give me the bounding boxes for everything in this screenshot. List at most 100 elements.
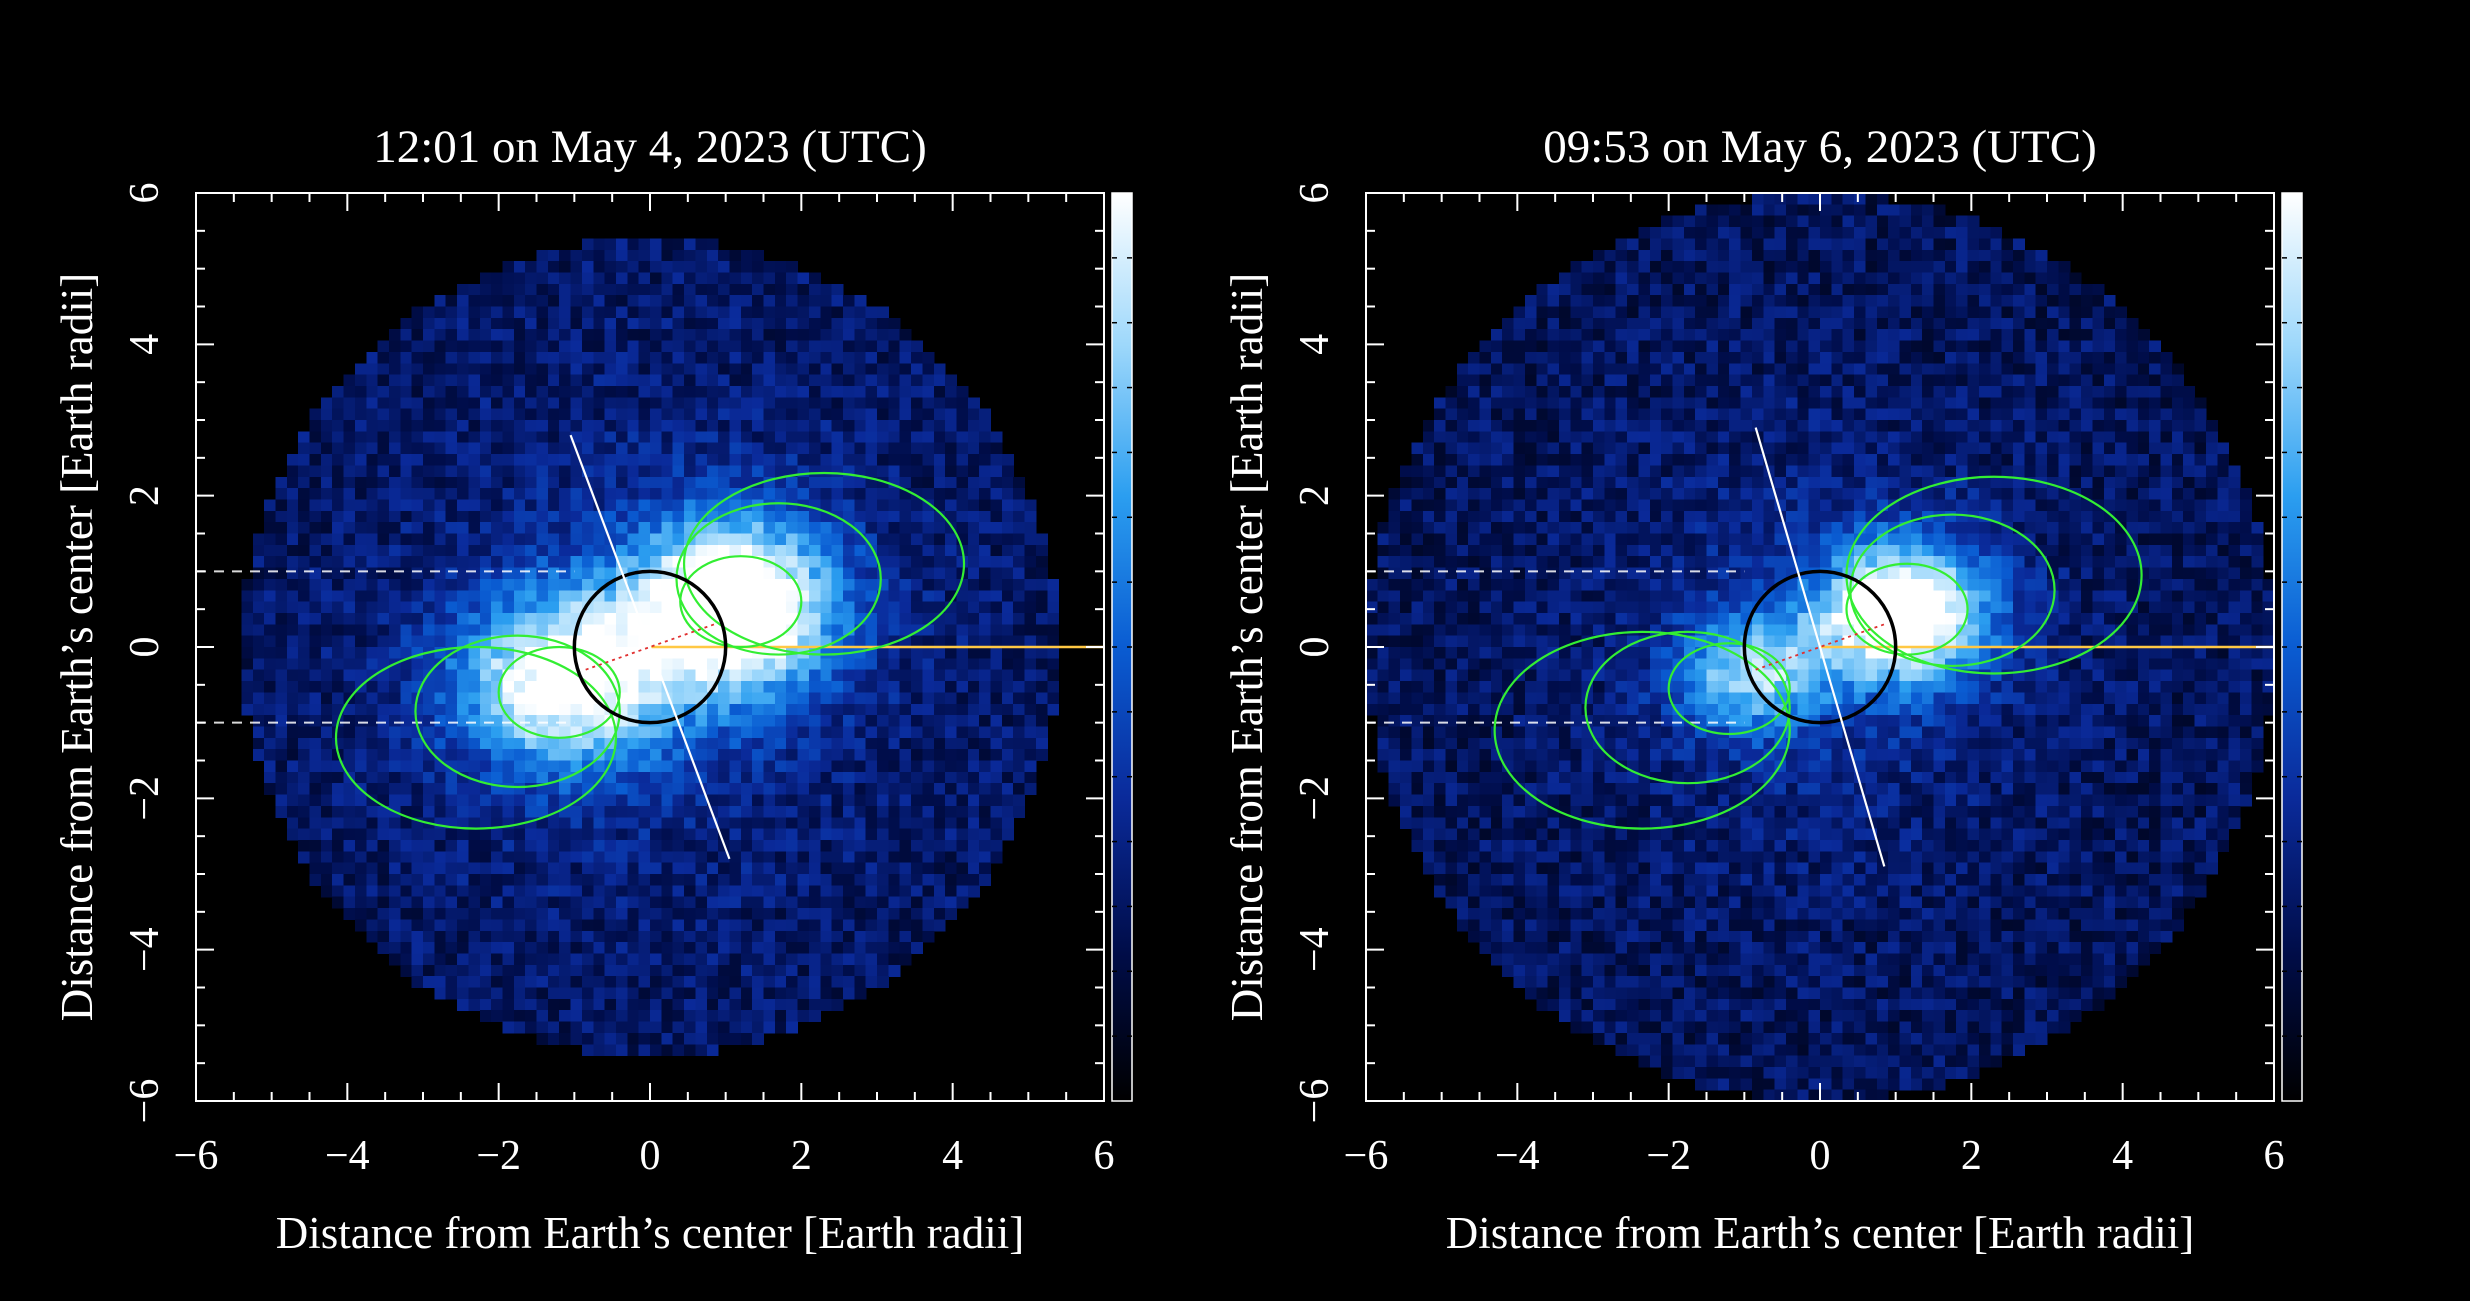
heatmap-cell [388,783,401,796]
heatmap-cell [706,397,719,410]
heatmap-cell [650,828,662,841]
heatmap-cell [979,454,992,466]
heatmap-cell [922,374,935,387]
heatmap-cell [457,839,469,852]
heatmap-cell [661,658,674,671]
heatmap-cell [752,510,765,523]
heatmap-cell [718,544,731,557]
heatmap-cell [1683,306,1696,319]
heatmap-cell [774,488,787,501]
heatmap-cell [423,953,435,966]
heatmap-cell [888,420,901,432]
heatmap-cell [1524,363,1537,376]
heatmap-cell [1933,295,1946,308]
heatmap-cell [1024,567,1037,580]
heatmap-cell [1649,363,1662,376]
heatmap-cell [865,749,878,762]
heatmap-cell [2024,306,2037,319]
heatmap-cell [1990,306,2003,319]
heatmap-cell [797,692,810,705]
heatmap-cell [752,885,765,898]
heatmap-cell [808,556,821,569]
heatmap-cell [581,635,594,648]
heatmap-cell [786,908,799,920]
heatmap-cell [695,839,708,852]
heatmap-cell [1683,329,1696,342]
heatmap-cell [411,749,424,762]
heatmap-cell [366,578,379,591]
heatmap-cell [570,567,583,580]
heatmap-cell [842,976,855,989]
heatmap-cell [570,283,583,296]
heatmap-cell [786,692,799,705]
heatmap-cell [1570,306,1583,319]
heatmap-cell [842,885,855,898]
heatmap-cell [1831,215,1844,228]
heatmap-cell [763,363,776,376]
heatmap-cell [354,658,367,671]
heatmap-cell [763,839,776,852]
heatmap-cell [615,783,628,796]
heatmap-cell [434,771,447,784]
heatmap-cell [1001,578,1014,591]
heatmap-cell [559,805,572,818]
heatmap-cell [570,544,583,557]
heatmap-cell [1013,669,1026,682]
heatmap-cell [922,839,935,852]
heatmap-cell [808,363,821,376]
field-line-5 [414,634,621,789]
heatmap-cell [808,908,821,920]
heatmap-cell [320,794,333,807]
heatmap-cell [434,374,447,387]
heatmap-cell [2001,261,2014,274]
heatmap-cell [752,919,765,932]
heatmap-cell [1035,635,1048,648]
heatmap-cell [275,499,288,512]
heatmap-cell [1683,374,1696,387]
heatmap-cell [491,408,504,421]
heatmap-cell [343,737,356,750]
heatmap-cell [536,930,549,943]
heatmap-cell [808,499,821,512]
heatmap-cell [1706,329,1719,342]
heatmap-cell [627,249,640,262]
heatmap-cell [536,465,549,478]
heatmap-cell [400,737,413,750]
heatmap-cell [967,601,980,614]
heatmap-cell [559,442,572,455]
heatmap-cell [559,261,572,274]
heatmap-cell [445,476,458,489]
heatmap-cell [604,1044,617,1057]
heatmap-cell [1615,238,1628,251]
heatmap-cell [1899,204,1912,217]
heatmap-cell [1581,317,1594,330]
heatmap-cell [967,624,980,637]
heatmap-cell [899,612,912,625]
heatmap-cell [650,930,662,943]
heatmap-cell [377,476,390,489]
heatmap-cell [275,692,288,705]
heatmap-cell [1865,193,1878,205]
heatmap-cell [831,306,844,319]
heatmap-cell [559,283,572,296]
heatmap-cell [786,283,799,296]
heatmap-cell [581,306,594,319]
heatmap-cell [502,295,515,308]
heatmap-cell [581,998,594,1011]
heatmap-cell [593,420,606,432]
heatmap-cell [831,828,844,841]
heatmap-cell [922,862,935,875]
heatmap-cell [354,442,367,455]
heatmap-cell [1876,272,1889,285]
heatmap-cell [842,420,855,432]
heatmap-cell [491,896,504,909]
heatmap-cell [559,329,572,342]
heatmap-cell [275,578,288,591]
heatmap-cell [241,647,254,659]
heatmap-cell [922,624,935,637]
heatmap-cell [1013,783,1026,796]
heatmap-cell [706,749,719,762]
heatmap-cell [820,624,833,637]
heatmap-cell [411,374,424,387]
heatmap-cell [1740,351,1753,364]
